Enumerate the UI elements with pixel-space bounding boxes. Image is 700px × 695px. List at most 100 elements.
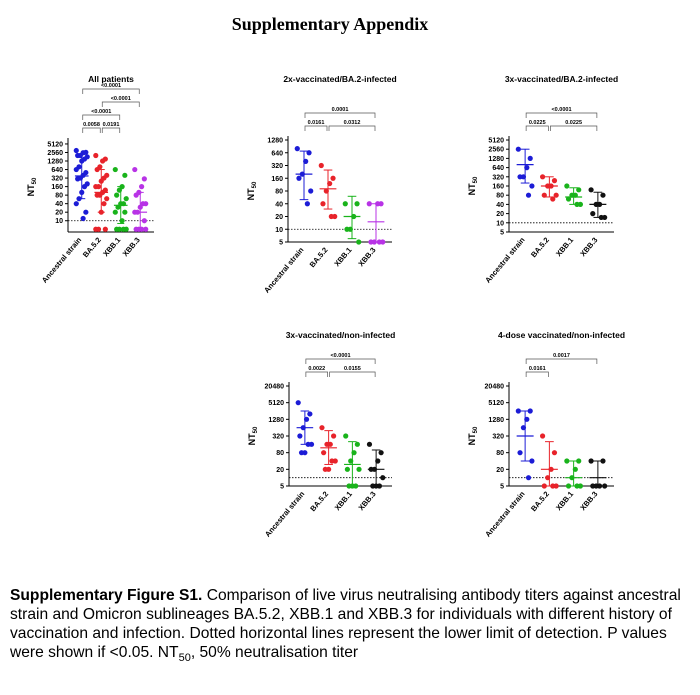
y-label-main: NT: [467, 183, 477, 195]
p-value: 0.0017: [553, 353, 570, 359]
data-point: [318, 162, 324, 169]
y-label-sub: 50: [32, 177, 38, 184]
data-point: [307, 411, 313, 417]
p-value: 0.0161: [529, 366, 546, 372]
p-value: 0.0022: [308, 366, 325, 372]
comparison-bracket: [525, 358, 598, 364]
y-tick-label: 40: [496, 202, 504, 209]
y-tick-label: 320: [51, 176, 63, 183]
data-point: [328, 213, 334, 220]
y-tick-label: 40: [275, 201, 283, 208]
data-point: [354, 201, 360, 207]
data-point: [133, 192, 139, 198]
comparison-bracket: [304, 112, 376, 118]
comparison-bracket: [101, 101, 140, 107]
p-value: 0.0225: [565, 120, 582, 126]
y-label-sub: 50: [473, 426, 479, 433]
p-value: 0.0225: [529, 120, 546, 126]
comparison-bracket: [550, 125, 598, 131]
data-point: [565, 483, 572, 489]
data-point: [515, 408, 521, 414]
y-label-sub: 50: [252, 181, 258, 188]
caption-sub: 50: [178, 652, 191, 665]
data-point: [94, 166, 100, 173]
data-point: [344, 226, 350, 232]
y-tick-label: 1280: [488, 156, 504, 163]
data-point: [356, 239, 362, 245]
data-point: [356, 466, 362, 472]
x-tick-label: Ancestral strain: [483, 235, 527, 285]
data-point: [308, 188, 314, 194]
y-tick-label: 1280: [488, 417, 504, 424]
y-tick-label: 320: [492, 434, 504, 441]
data-point: [331, 433, 337, 439]
y-tick-label: 80: [496, 450, 504, 457]
y-tick-label: 5: [279, 240, 283, 247]
x-tick-label: XBB.1: [554, 490, 575, 513]
x-tick-label: XBB.1: [101, 236, 122, 259]
data-point: [366, 441, 373, 447]
y-tick-label: 10: [496, 220, 504, 227]
data-point: [295, 400, 301, 406]
data-point: [366, 201, 372, 207]
comparison-bracket: [82, 127, 101, 133]
p-value: <0.0001: [111, 96, 131, 102]
data-point: [541, 483, 547, 489]
y-tick-label: 80: [55, 193, 63, 200]
data-point: [100, 158, 106, 164]
y-tick-label: 20480: [265, 384, 285, 391]
y-tick-label: 20: [275, 214, 283, 221]
y-tick-label: 10: [275, 227, 283, 234]
data-point: [143, 226, 149, 232]
data-point: [342, 201, 348, 207]
data-point: [94, 192, 100, 198]
y-axis-label: NT50: [246, 181, 258, 200]
data-point: [296, 175, 302, 181]
comparison-bracket: [329, 371, 376, 377]
data-point: [298, 450, 305, 456]
data-point: [73, 166, 79, 173]
x-tick-label: BA.5.2: [529, 236, 551, 260]
data-point: [602, 483, 608, 489]
comparison-bracket: [305, 371, 328, 377]
panel-title: All patients: [88, 74, 134, 84]
x-tick-label: BA.5.2: [308, 246, 330, 270]
panel-title: 4-dose vaccinated/non-infected: [498, 330, 625, 340]
data-point: [140, 201, 146, 207]
y-tick-label: 320: [271, 163, 283, 170]
data-point: [112, 166, 118, 173]
data-point: [564, 458, 570, 464]
data-point: [600, 458, 606, 464]
data-point: [80, 215, 86, 222]
y-tick-label: 160: [271, 176, 283, 183]
data-point: [122, 172, 128, 178]
caption-label: Supplementary Figure S1.: [10, 587, 203, 604]
data-point: [81, 184, 88, 190]
data-point: [133, 226, 139, 232]
p-value: <0.0001: [330, 353, 350, 359]
figure: All patients1020408016032064012802560512…: [26, 74, 625, 539]
panel-title: 3x-vaccinated/non-infected: [286, 330, 396, 340]
data-point: [73, 147, 79, 154]
y-axis-label: NT50: [26, 177, 38, 196]
data-point: [600, 192, 606, 198]
y-tick-label: 5120: [47, 141, 63, 148]
data-point: [122, 209, 128, 215]
p-value: <0.0001: [91, 109, 111, 115]
p-value: 0.0312: [344, 120, 361, 126]
data-point: [380, 475, 386, 481]
data-point: [102, 226, 108, 232]
data-point: [114, 192, 120, 198]
data-point: [527, 155, 533, 161]
data-point: [515, 146, 521, 152]
y-tick-label: 1280: [47, 159, 63, 166]
data-point: [525, 475, 532, 481]
data-point: [588, 458, 594, 464]
data-point: [75, 152, 81, 159]
data-point: [378, 450, 384, 456]
panel-title: 3x-vaccinated/BA.2-infected: [505, 74, 618, 84]
y-tick-label: 5: [500, 230, 504, 237]
data-point: [517, 450, 523, 456]
data-point: [93, 184, 99, 190]
